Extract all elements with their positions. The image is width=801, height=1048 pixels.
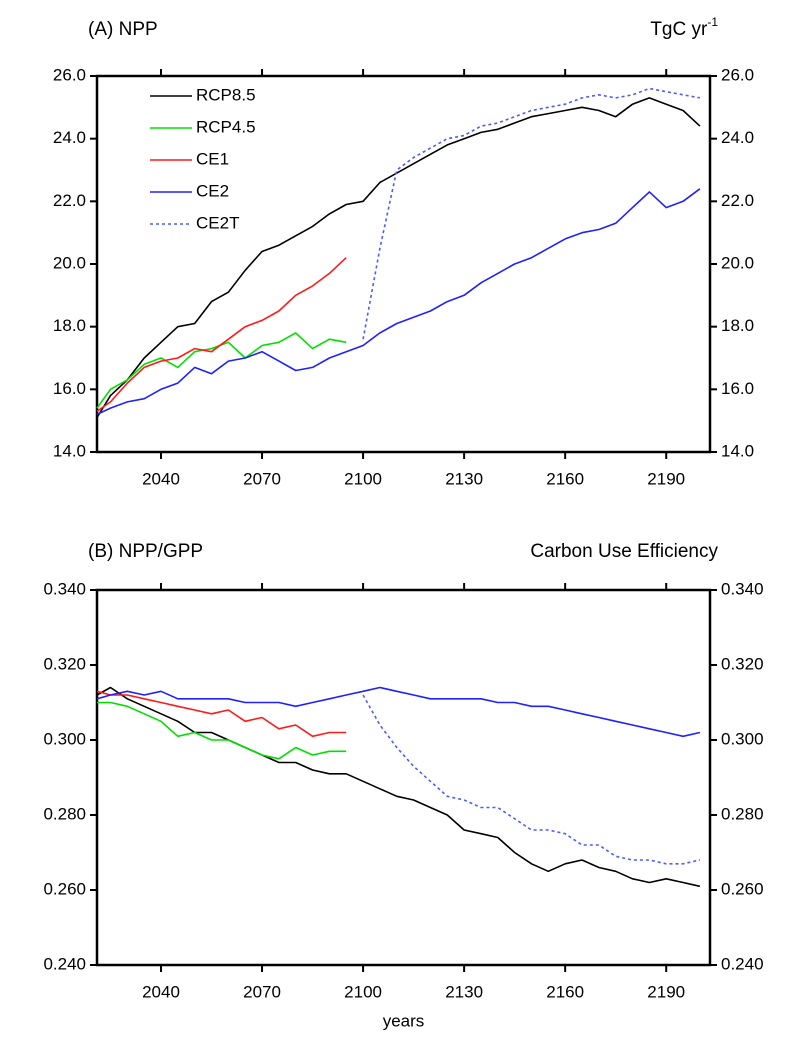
- y-tick-label: 22.0: [53, 191, 86, 210]
- subtitle-text: Carbon Use Efficiency: [530, 541, 718, 562]
- y2-tick-label: 24.0: [721, 128, 754, 147]
- panel-title: (A) NPP: [88, 19, 158, 40]
- x-tick-label: 2040: [142, 982, 180, 1001]
- y-tick-label: 0.300: [43, 729, 86, 748]
- panel-subtitle: TgC yr-1: [650, 15, 718, 40]
- y2-tick-label: 22.0: [721, 191, 754, 210]
- y2-tick-label: 0.280: [721, 804, 764, 823]
- series-line: [97, 701, 347, 760]
- y-tick-label: 26.0: [53, 65, 86, 84]
- subtitle-sup: -1: [707, 15, 718, 29]
- y-tick-label: 18.0: [53, 316, 86, 335]
- y-tick-label: 0.320: [43, 654, 86, 673]
- series-line: [96, 97, 701, 418]
- y2-tick-label: 0.340: [721, 579, 764, 598]
- series-line: [362, 694, 701, 865]
- plot-frame: [95, 74, 712, 454]
- series-line: [96, 686, 701, 738]
- y-tick-label: 0.280: [43, 804, 86, 823]
- x-axis-label: years: [383, 1011, 425, 1030]
- y2-tick-label: 18.0: [721, 316, 754, 335]
- legend-label: RCP8.5: [196, 85, 256, 104]
- series-line: [96, 257, 347, 412]
- x-tick-label: 2190: [647, 982, 685, 1001]
- x-tick-label: 2100: [344, 982, 382, 1001]
- y2-tick-label: 20.0: [721, 253, 754, 272]
- y-tick-label: 0.240: [43, 954, 86, 973]
- panel-title: (B) NPP/GPP: [88, 541, 203, 562]
- legend-label: CE2: [196, 181, 229, 200]
- y2-tick-label: 0.300: [721, 729, 764, 748]
- y-tick-label: 14.0: [53, 441, 86, 460]
- y-tick-label: 0.260: [43, 879, 86, 898]
- y2-tick-label: 0.320: [721, 654, 764, 673]
- y-tick-label: 24.0: [53, 128, 86, 147]
- series-line: [96, 686, 701, 888]
- y2-tick-label: 0.260: [721, 879, 764, 898]
- y-tick-label: 20.0: [53, 253, 86, 272]
- y2-tick-label: 14.0: [721, 441, 754, 460]
- subtitle-text: TgC yr: [650, 19, 708, 40]
- x-tick-label: 2130: [445, 982, 483, 1001]
- x-tick-label: 2130: [445, 469, 483, 488]
- y2-tick-label: 26.0: [721, 65, 754, 84]
- x-tick-label: 2160: [546, 469, 584, 488]
- x-tick-label: 2040: [142, 469, 180, 488]
- x-tick-label: 2070: [243, 982, 281, 1001]
- legend-label: CE2T: [196, 213, 239, 232]
- y-tick-label: 0.340: [43, 579, 86, 598]
- series-line: [96, 188, 701, 416]
- y2-tick-label: 16.0: [721, 379, 754, 398]
- series-line: [96, 690, 347, 738]
- y-tick-label: 16.0: [53, 379, 86, 398]
- panel-subtitle: Carbon Use Efficiency: [530, 541, 718, 562]
- legend-label: CE1: [196, 149, 229, 168]
- plot-frame: [95, 588, 712, 967]
- y2-tick-label: 0.240: [721, 954, 764, 973]
- x-tick-label: 2160: [546, 982, 584, 1001]
- x-tick-label: 2100: [344, 469, 382, 488]
- legend-label: RCP4.5: [196, 117, 256, 136]
- x-tick-label: 2190: [647, 469, 685, 488]
- x-tick-label: 2070: [243, 469, 281, 488]
- series-line: [362, 87, 701, 340]
